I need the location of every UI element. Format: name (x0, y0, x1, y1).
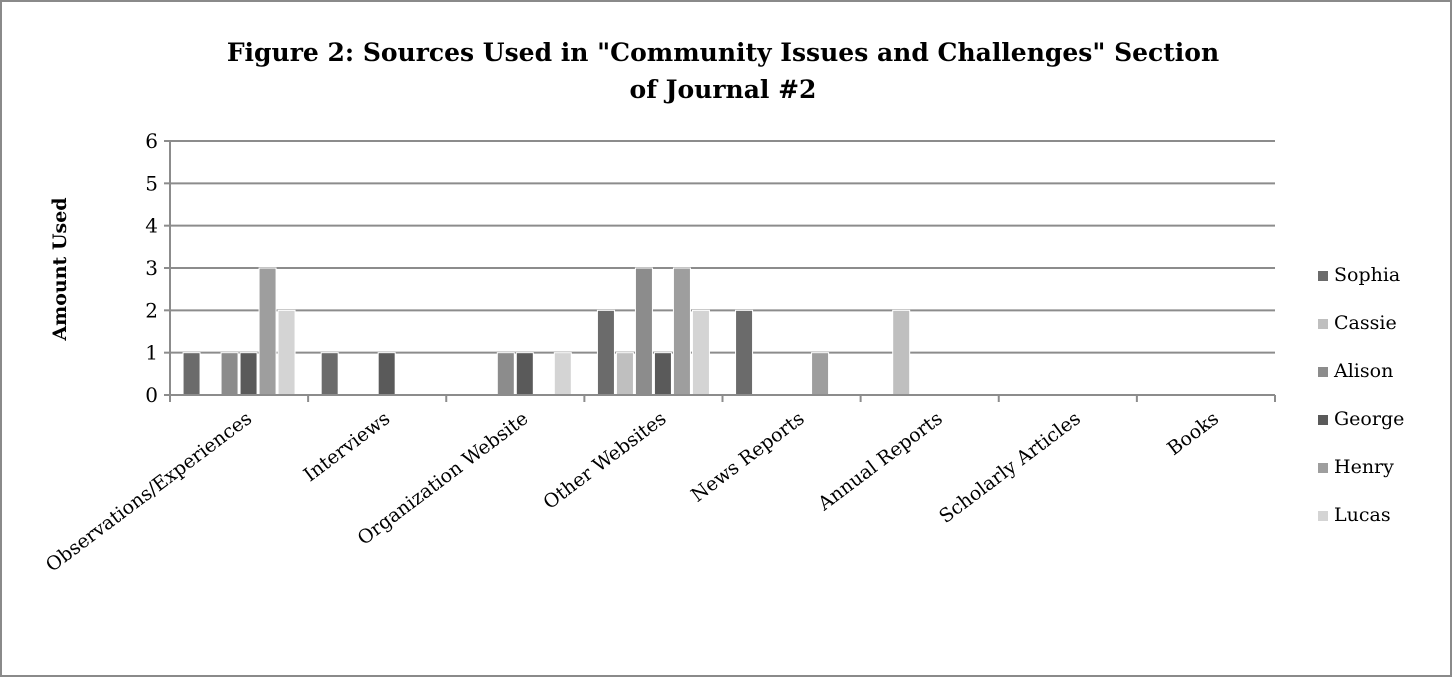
bar-henry-4 (672, 267, 691, 396)
bar-alison-1 (220, 352, 239, 396)
legend-swatch-george (1318, 415, 1328, 425)
bar-george-3 (515, 352, 534, 396)
bar-sophia-4 (596, 309, 615, 396)
bar-cassie-6 (892, 309, 911, 396)
bar-henry-1 (258, 267, 277, 396)
legend: Sophia Cassie Alison George Henry Lucas (1318, 264, 1404, 526)
bar-lucas-3 (553, 352, 572, 396)
legend-label-lucas: Lucas (1334, 504, 1391, 526)
y-tick-label: 2 (145, 298, 158, 322)
x-category-label: Observations/Experiences (42, 407, 256, 576)
y-tick-label: 4 (145, 214, 158, 238)
x-category-label: Interviews (300, 407, 395, 486)
y-tick-label: 3 (145, 256, 158, 280)
y-tick-label: 6 (145, 129, 158, 153)
legend-label-sophia: Sophia (1334, 264, 1400, 286)
bar-alison-3 (496, 352, 515, 396)
bars (182, 267, 911, 396)
bar-henry-5 (811, 352, 830, 396)
gridlines (164, 140, 1275, 396)
legend-swatch-alison (1318, 367, 1328, 377)
x-category-label: News Reports (687, 407, 808, 506)
bar-cassie-4 (615, 352, 634, 396)
y-tick-label: 5 (145, 171, 158, 195)
bar-sophia-2 (320, 352, 339, 396)
bar-george-4 (653, 352, 672, 396)
legend-swatch-cassie (1318, 319, 1328, 329)
bar-george-1 (239, 352, 258, 396)
x-category-labels: Observations/Experiences InterviewsOrgani… (42, 407, 1223, 576)
chart-title-line-1: Figure 2: Sources Used in "Community Iss… (227, 38, 1219, 67)
y-tick-labels: 0 1 2 3 4 5 6 (145, 129, 158, 407)
legend-label-cassie: Cassie (1334, 312, 1397, 334)
bar-lucas-1 (277, 309, 296, 396)
bar-alison-4 (634, 267, 653, 396)
axes (169, 141, 1276, 402)
legend-label-george: George (1334, 408, 1404, 430)
x-category-label: Annual Reports (813, 407, 946, 515)
y-axis-label: Amount Used (49, 197, 71, 341)
bar-sophia-5 (735, 309, 754, 396)
legend-swatch-lucas (1318, 511, 1328, 521)
x-category-label: Books (1163, 407, 1223, 460)
y-tick-label: 0 (145, 383, 158, 407)
bar-george-2 (377, 352, 396, 396)
legend-swatch-henry (1318, 463, 1328, 473)
legend-swatch-sophia (1318, 271, 1328, 281)
legend-label-henry: Henry (1334, 456, 1394, 478)
x-category-label: Scholarly Articles (935, 407, 1085, 527)
bar-sophia-1 (182, 352, 201, 396)
bar-lucas-4 (691, 309, 710, 396)
x-category-label: Other Websites (539, 407, 670, 513)
y-tick-label: 1 (145, 341, 158, 365)
legend-label-alison: Alison (1333, 360, 1393, 382)
chart-title-line-2: of Journal #2 (630, 75, 817, 104)
